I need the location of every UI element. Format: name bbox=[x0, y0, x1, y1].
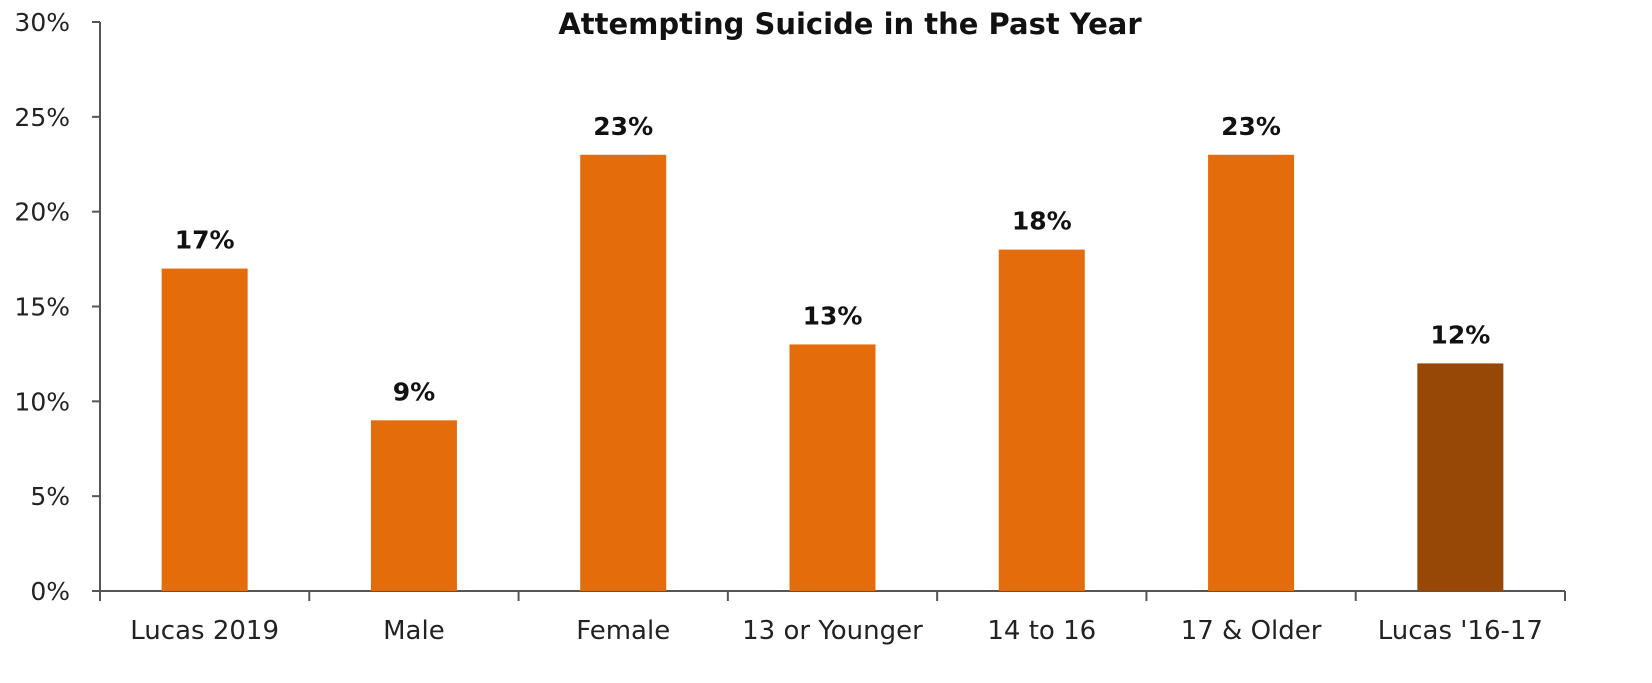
bar-value-label: 23% bbox=[1221, 112, 1281, 141]
bars bbox=[161, 154, 1504, 591]
bar bbox=[161, 268, 248, 591]
chart-title: Attempting Suicide in the Past Year bbox=[558, 7, 1142, 41]
x-category-label: 13 or Younger bbox=[742, 616, 923, 646]
bar bbox=[580, 154, 667, 591]
x-category-label: 17 & Older bbox=[1181, 616, 1322, 646]
data-labels: 17% 9% 23% 13% 18% 23% 12% bbox=[175, 112, 1491, 407]
x-category-label: 14 to 16 bbox=[987, 616, 1096, 646]
bar-value-label: 13% bbox=[803, 301, 863, 330]
bar-value-label: 23% bbox=[593, 112, 653, 141]
x-category-label: Female bbox=[576, 616, 670, 646]
y-axis: 0% 5% 10% 15% 20% 25% 30% bbox=[14, 8, 101, 606]
bar-value-label: 9% bbox=[393, 377, 435, 406]
bar bbox=[370, 420, 457, 591]
x-axis: Lucas 2019 Male Female 13 or Younger 14 to 1… bbox=[99, 590, 1566, 646]
y-tick-label: 30% bbox=[14, 8, 70, 37]
bar-value-label: 17% bbox=[175, 226, 235, 255]
bar-value-label: 18% bbox=[1012, 207, 1072, 236]
y-tick-label: 5% bbox=[30, 482, 70, 511]
y-tick-label: 25% bbox=[14, 103, 70, 132]
y-tick-label: 0% bbox=[30, 577, 70, 606]
bar bbox=[1208, 154, 1295, 591]
x-category-label: Lucas 2019 bbox=[130, 616, 279, 646]
bar bbox=[1417, 363, 1504, 591]
x-category-label: Male bbox=[383, 616, 445, 646]
bar bbox=[789, 344, 876, 591]
bar bbox=[998, 249, 1085, 591]
bar-value-label: 12% bbox=[1430, 320, 1490, 349]
y-tick-label: 10% bbox=[14, 387, 70, 416]
x-category-label: Lucas '16-17 bbox=[1378, 616, 1543, 646]
y-tick-label: 15% bbox=[14, 293, 70, 322]
y-tick-label: 20% bbox=[14, 198, 70, 227]
